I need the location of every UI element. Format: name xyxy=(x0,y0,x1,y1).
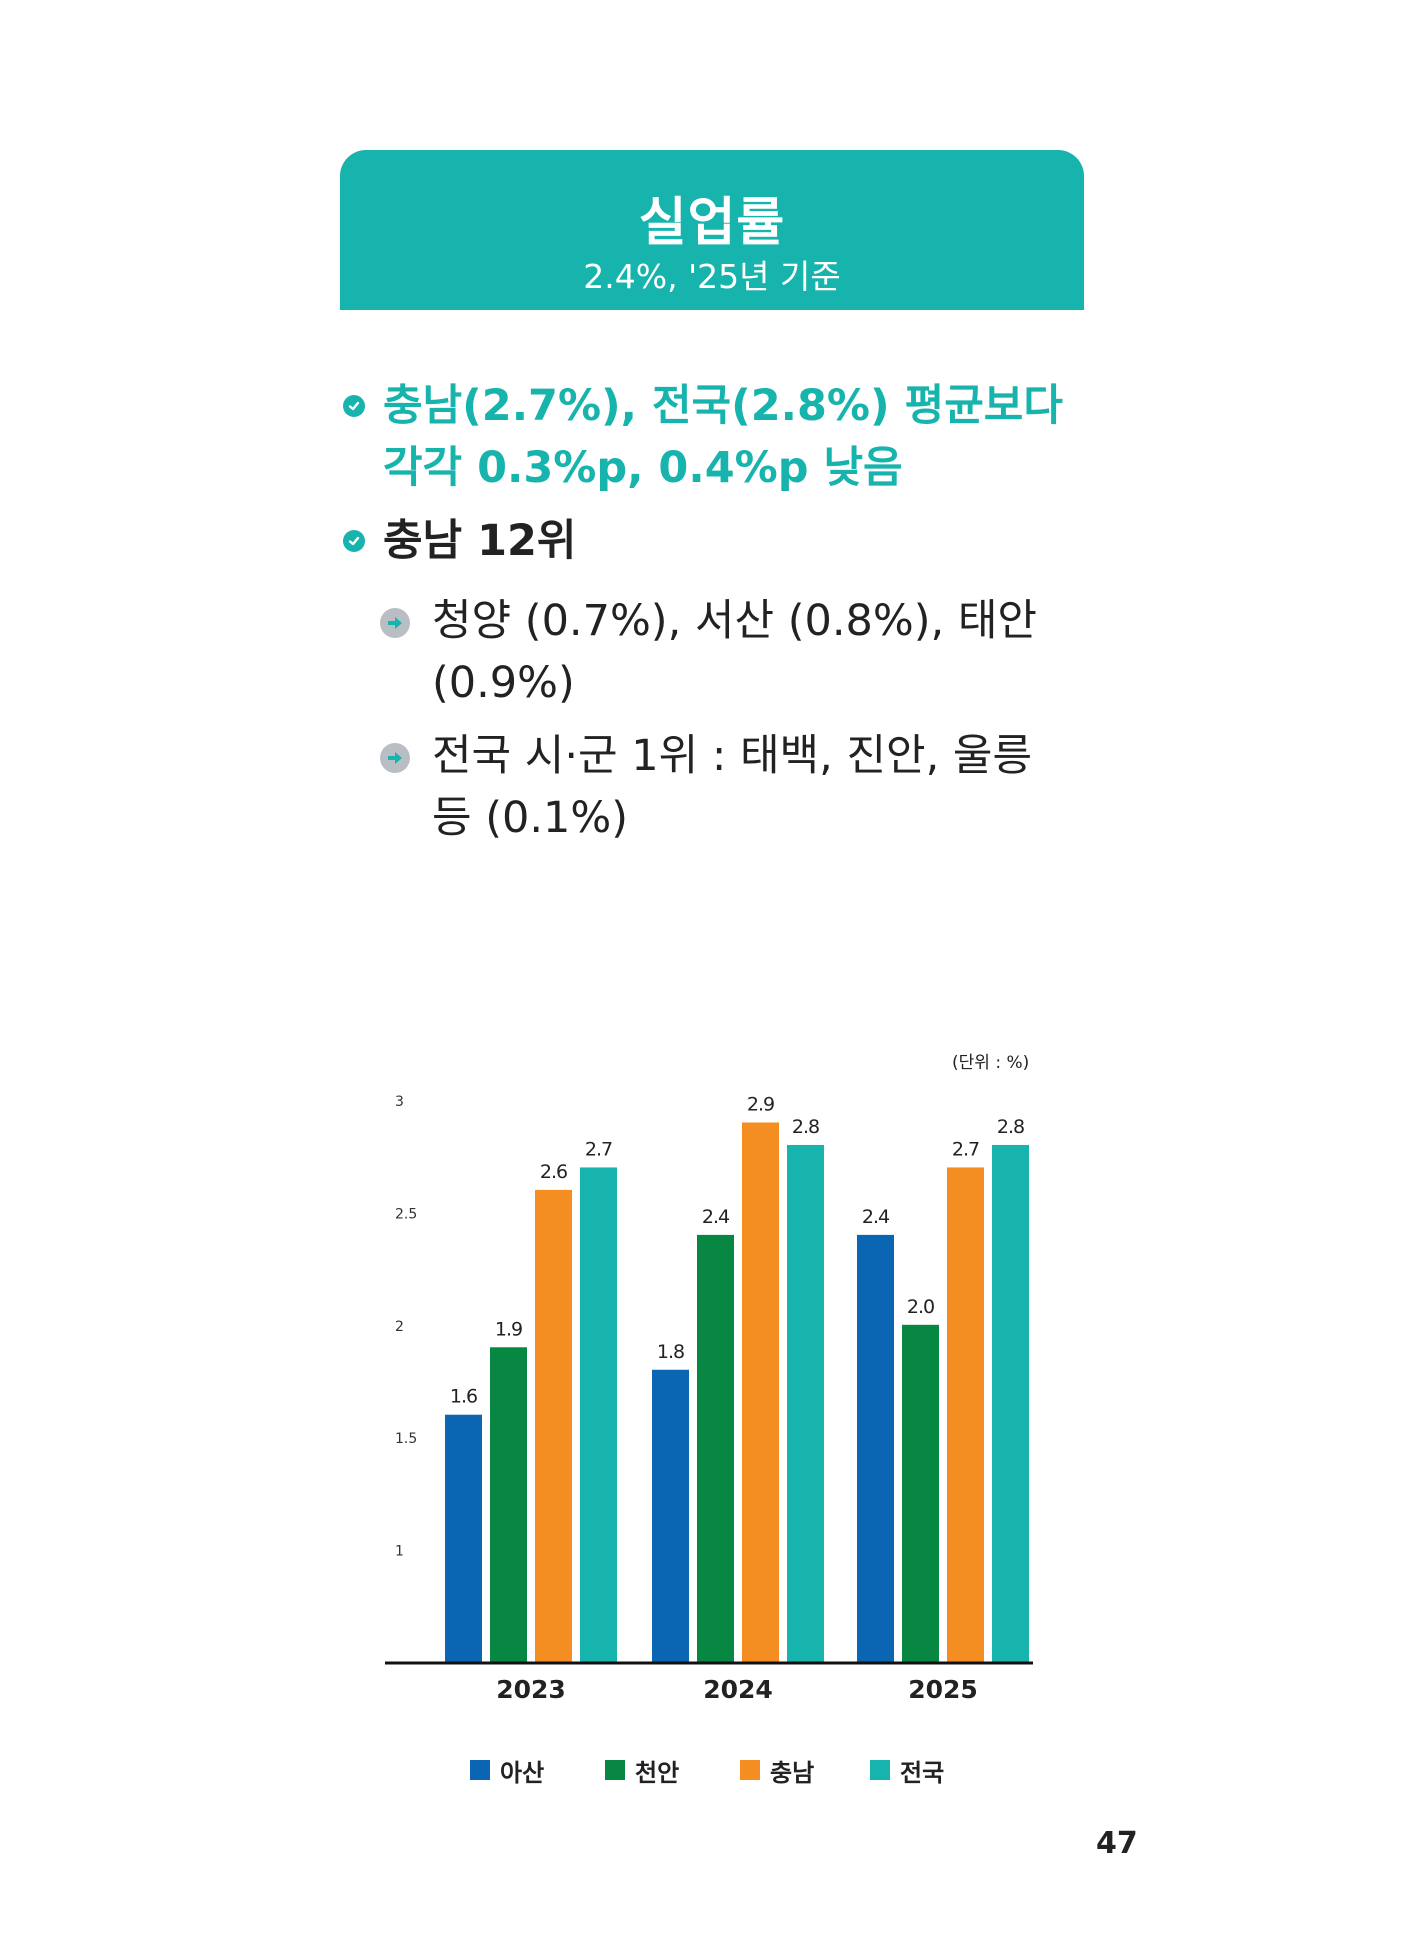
bullet-text: 충남 12위 xyxy=(383,516,577,566)
data-label: 1.6 xyxy=(450,1386,477,1408)
x-tick-label: 2023 xyxy=(496,1675,566,1704)
y-tick-label: 1.5 xyxy=(395,1431,417,1447)
x-tick-label: 2024 xyxy=(703,1675,773,1704)
page-number: 47 xyxy=(1096,1826,1138,1861)
legend-swatch xyxy=(605,1760,625,1780)
bar xyxy=(947,1167,984,1662)
legend-swatch xyxy=(740,1760,760,1780)
sub-bullet-text: 청양 (0.7%), 서산 (0.8%), 태안 (0.9%) xyxy=(432,596,1037,708)
legend-label: 아산 xyxy=(500,1758,545,1787)
bar xyxy=(445,1414,482,1662)
data-label: 1.8 xyxy=(657,1341,684,1363)
legend-swatch xyxy=(470,1760,490,1780)
bar xyxy=(742,1122,779,1662)
data-label: 2.4 xyxy=(862,1206,890,1228)
section-header: 실업률 2.4%, '25년 기준 xyxy=(340,150,1084,310)
y-tick-label: 2 xyxy=(395,1319,404,1335)
unit-label: (단위 : %) xyxy=(952,1053,1030,1073)
legend-swatch xyxy=(870,1760,890,1780)
y-tick-label: 1 xyxy=(395,1544,404,1560)
bar xyxy=(787,1144,824,1662)
bullet-text: 충남(2.7%), 전국(2.8%) 평균보다 각각 0.3%p, 0.4%p … xyxy=(383,381,1063,493)
legend-label: 전국 xyxy=(900,1758,945,1787)
bar xyxy=(697,1234,734,1662)
data-label: 2.9 xyxy=(747,1093,774,1115)
bar xyxy=(902,1324,939,1662)
y-tick-label: 2.5 xyxy=(395,1206,417,1222)
bar xyxy=(580,1167,617,1662)
data-label: 2.8 xyxy=(792,1116,819,1138)
chart-legend: 아산 천안 충남 전국 xyxy=(470,1755,990,1787)
bar xyxy=(857,1234,894,1662)
data-label: 2.7 xyxy=(952,1138,979,1160)
arrow-right-icon xyxy=(380,608,410,638)
data-label: 2.7 xyxy=(585,1138,612,1160)
check-icon xyxy=(343,530,365,552)
bar xyxy=(992,1144,1029,1662)
check-icon xyxy=(343,395,365,417)
x-tick-label: 2025 xyxy=(908,1675,978,1704)
data-label: 1.9 xyxy=(495,1318,522,1340)
data-label: 2.6 xyxy=(540,1161,567,1183)
legend-item: 충남 xyxy=(740,1755,815,1787)
y-tick-label: 3 xyxy=(395,1094,404,1110)
page-subtitle: 2.4%, '25년 기준 xyxy=(583,257,841,296)
sub-bullet-text: 전국 시·군 1위 : 태백, 진안, 울릉 등 (0.1%) xyxy=(432,731,1033,843)
legend-label: 충남 xyxy=(770,1758,815,1787)
bar xyxy=(652,1369,689,1662)
data-label: 2.4 xyxy=(702,1206,730,1228)
legend-label: 천안 xyxy=(635,1758,680,1787)
page-title: 실업률 xyxy=(638,193,786,253)
bar xyxy=(490,1347,527,1662)
data-label: 2.0 xyxy=(907,1296,934,1318)
legend-item: 천안 xyxy=(605,1755,680,1787)
bar xyxy=(535,1189,572,1662)
legend-item: 아산 xyxy=(470,1755,545,1787)
legend-item: 전국 xyxy=(870,1755,945,1787)
arrow-right-icon xyxy=(380,743,410,773)
data-label: 2.8 xyxy=(997,1116,1024,1138)
